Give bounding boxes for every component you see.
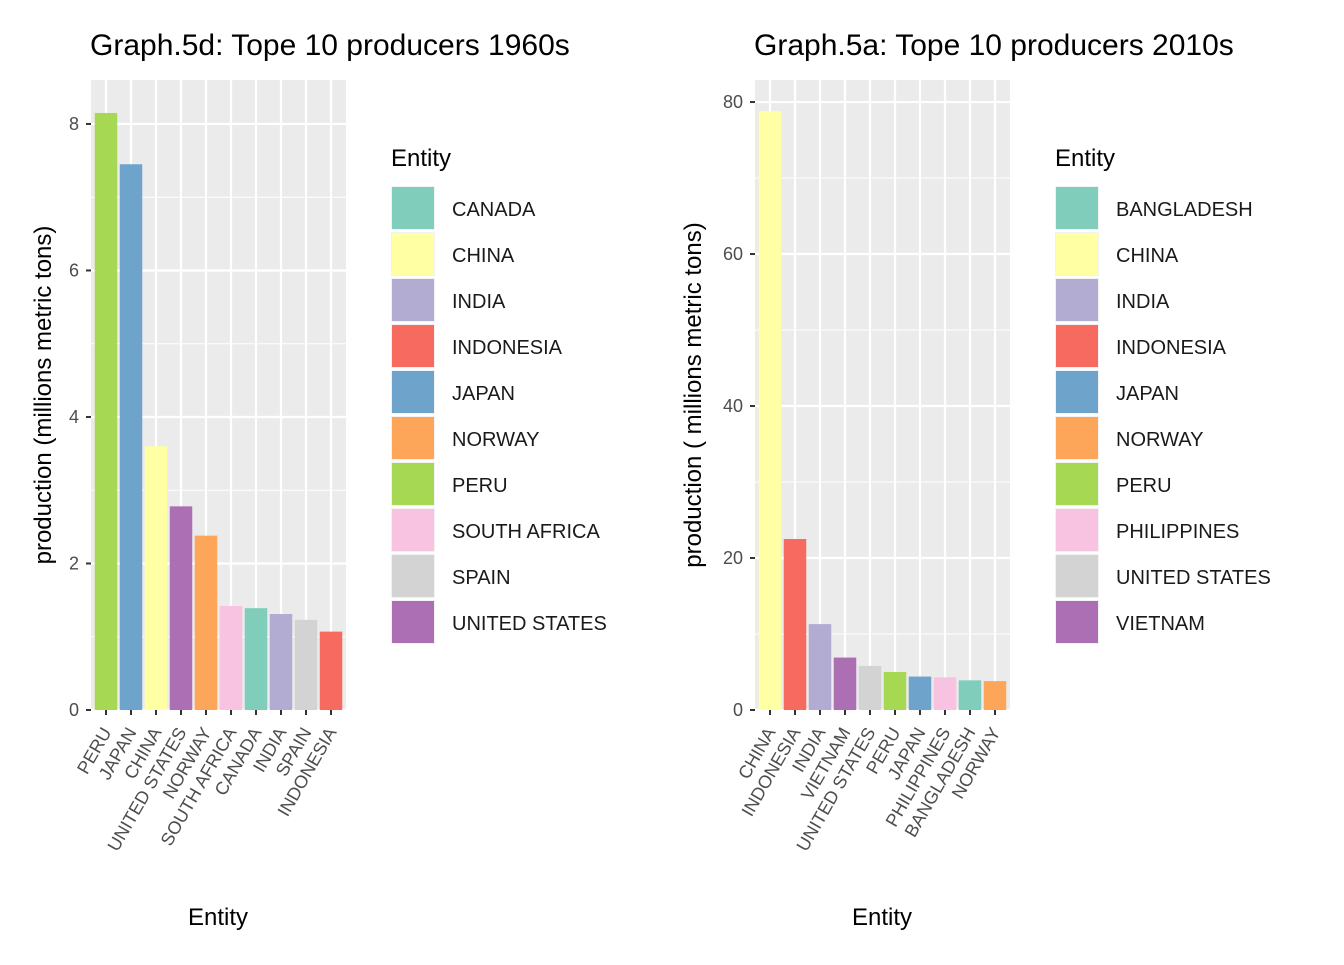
bar-china	[144, 446, 168, 710]
chart-1960s: Graph.5d: Tope 10 producers 1960s 02468 …	[30, 29, 607, 931]
bar-norway	[983, 681, 1007, 710]
bar-peru	[883, 672, 907, 710]
chart-title: Graph.5a: Tope 10 producers 2010s	[754, 29, 1234, 62]
y-tick-label: 60	[723, 244, 743, 264]
legend-swatch	[392, 233, 434, 275]
legend-label: INDIA	[452, 291, 506, 313]
legend-swatch	[392, 417, 434, 459]
legend-swatch	[392, 509, 434, 551]
legend-label: CHINA	[1116, 245, 1179, 267]
legend-label: JAPAN	[1116, 383, 1179, 405]
y-tick-label: 6	[69, 260, 79, 280]
bars	[94, 112, 343, 711]
legend-swatch	[1056, 555, 1098, 597]
bar-japan	[119, 164, 143, 710]
y-tick-label: 80	[723, 92, 743, 112]
bar-south-africa	[219, 605, 243, 710]
legend-label: UNITED STATES	[452, 613, 607, 635]
chart-title: Graph.5d: Tope 10 producers 1960s	[90, 29, 570, 62]
y-tick-label: 20	[723, 548, 743, 568]
legend-swatch	[1056, 233, 1098, 275]
legend-swatch	[392, 371, 434, 413]
y-axis-title: production ( millions metric tons)	[680, 222, 707, 567]
bar-indonesia	[783, 539, 807, 710]
y-tick-label: 0	[69, 700, 79, 720]
bar-bangladesh	[958, 680, 982, 710]
y-axis: 0 20 40 60 80	[723, 92, 755, 720]
legend-label: UNITED STATES	[1116, 567, 1271, 589]
legend-swatch	[392, 463, 434, 505]
legend-swatch	[392, 555, 434, 597]
legend-label: CHINA	[452, 245, 515, 267]
legend: Entity BANGLADESH CHINA INDIA INDONESIA JAPA…	[1055, 145, 1271, 644]
legend-swatch	[1056, 371, 1098, 413]
legend-label: BANGLADESH	[1116, 199, 1253, 221]
legend-swatch	[392, 279, 434, 321]
legend-swatch	[1056, 601, 1098, 643]
legend-label: NORWAY	[452, 429, 539, 451]
legend-title: Entity	[391, 145, 451, 172]
y-tick-label: 2	[69, 553, 79, 573]
legend-swatch	[1056, 187, 1098, 229]
y-axis: 0 2 4 6 8	[69, 114, 91, 720]
legend-label: JAPAN	[452, 383, 515, 405]
legend-swatch	[1056, 417, 1098, 459]
legend-swatch	[1056, 509, 1098, 551]
x-axis-title: Entity	[852, 904, 912, 931]
chart-2010s: Graph.5a: Tope 10 producers 2010s 0 20 40 6…	[680, 29, 1271, 931]
bar-canada	[244, 608, 268, 710]
y-tick-label: 40	[723, 396, 743, 416]
y-tick-label: 8	[69, 114, 79, 134]
bar-united-states	[858, 665, 882, 710]
bar-india	[808, 624, 832, 710]
y-tick-label: 4	[69, 407, 79, 427]
legend-title: Entity	[1055, 145, 1115, 172]
legend-label: CANADA	[452, 199, 536, 221]
legend-label: SPAIN	[452, 567, 511, 589]
y-axis-title: production (millions metric tons)	[30, 226, 57, 565]
legend-swatch	[392, 187, 434, 229]
legend-label: PHILIPPINES	[1116, 521, 1239, 543]
bars	[758, 111, 1007, 710]
bar-vietnam	[833, 657, 857, 710]
legend-label: INDONESIA	[1116, 337, 1227, 359]
legend-swatch	[392, 325, 434, 367]
bar-japan	[908, 676, 932, 710]
legend-swatch	[1056, 463, 1098, 505]
bar-spain	[294, 619, 318, 710]
legend-label: PERU	[452, 475, 508, 497]
legend-swatch	[1056, 325, 1098, 367]
x-axis-title: Entity	[188, 904, 248, 931]
bar-norway	[194, 535, 218, 710]
bar-indonesia	[319, 631, 343, 710]
bar-china	[758, 111, 782, 710]
y-tick-label: 0	[733, 700, 743, 720]
legend-label: VIETNAM	[1116, 613, 1205, 635]
legend-swatch	[1056, 279, 1098, 321]
legend-swatch	[392, 601, 434, 643]
legend-label: INDIA	[1116, 291, 1170, 313]
legend-label: INDONESIA	[452, 337, 563, 359]
bar-united-states	[169, 506, 193, 710]
legend-label: NORWAY	[1116, 429, 1203, 451]
legend-label: SOUTH AFRICA	[452, 521, 600, 543]
bar-philippines	[933, 677, 957, 710]
legend: Entity CANADA CHINA INDIA INDONESIA JAPAN NOR…	[391, 145, 607, 644]
legend-label: PERU	[1116, 475, 1172, 497]
bar-india	[269, 614, 293, 710]
bar-peru	[94, 112, 118, 711]
